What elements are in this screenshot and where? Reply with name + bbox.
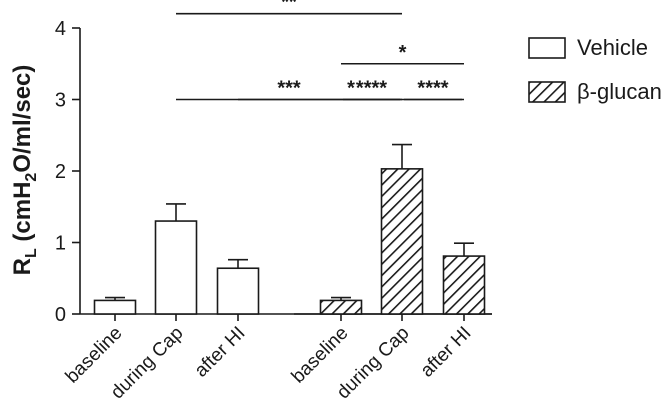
y-axis-label: RL (cmH2O/ml/sec) [9, 65, 40, 276]
bar-vehicle-1 [154, 220, 198, 315]
legend-label-vehicle: Vehicle [577, 35, 648, 60]
y-tick-label: 1 [55, 233, 66, 255]
bar-beta-glucan-2 [442, 255, 486, 315]
bars [93, 143, 486, 315]
ylabel-sub1: L [23, 248, 40, 258]
ylabel-mid: (cmH [9, 182, 36, 249]
significance-label: **** [417, 78, 448, 100]
significance-label: **** [356, 78, 387, 100]
legend: Vehicle β-glucan [528, 35, 662, 104]
significance-brackets: *** * **** ******* [176, 0, 464, 101]
legend-swatch-beta-glucan [528, 81, 566, 103]
x-tick-label: after HI [191, 323, 250, 382]
bar-vehicle-0 [93, 299, 137, 315]
bar-vehicle-2 [216, 267, 260, 315]
bar-beta-glucan-1 [380, 168, 424, 315]
y-tick-label: 0 [55, 304, 66, 326]
significance-label: * [347, 78, 355, 100]
ylabel-sub2: 2 [23, 173, 40, 182]
significance-label: *** [277, 78, 301, 100]
legend-label-beta-glucan: β-glucan [577, 79, 662, 104]
y-tick-label: 3 [55, 90, 66, 112]
svg-text:RL (cmH2O/ml/sec): RL (cmH2O/ml/sec) [9, 65, 40, 276]
y-tick-label: 4 [55, 18, 66, 40]
legend-swatch-vehicle [528, 37, 566, 59]
x-tick-label: after HI [417, 323, 476, 382]
ylabel-main: R [9, 258, 36, 275]
ylabel-tail: O/ml/sec) [9, 65, 36, 173]
y-tick-label: 2 [55, 161, 66, 183]
bar-beta-glucan-0 [319, 299, 363, 315]
significance-label: ** [281, 0, 297, 14]
significance-label: * [399, 42, 407, 64]
